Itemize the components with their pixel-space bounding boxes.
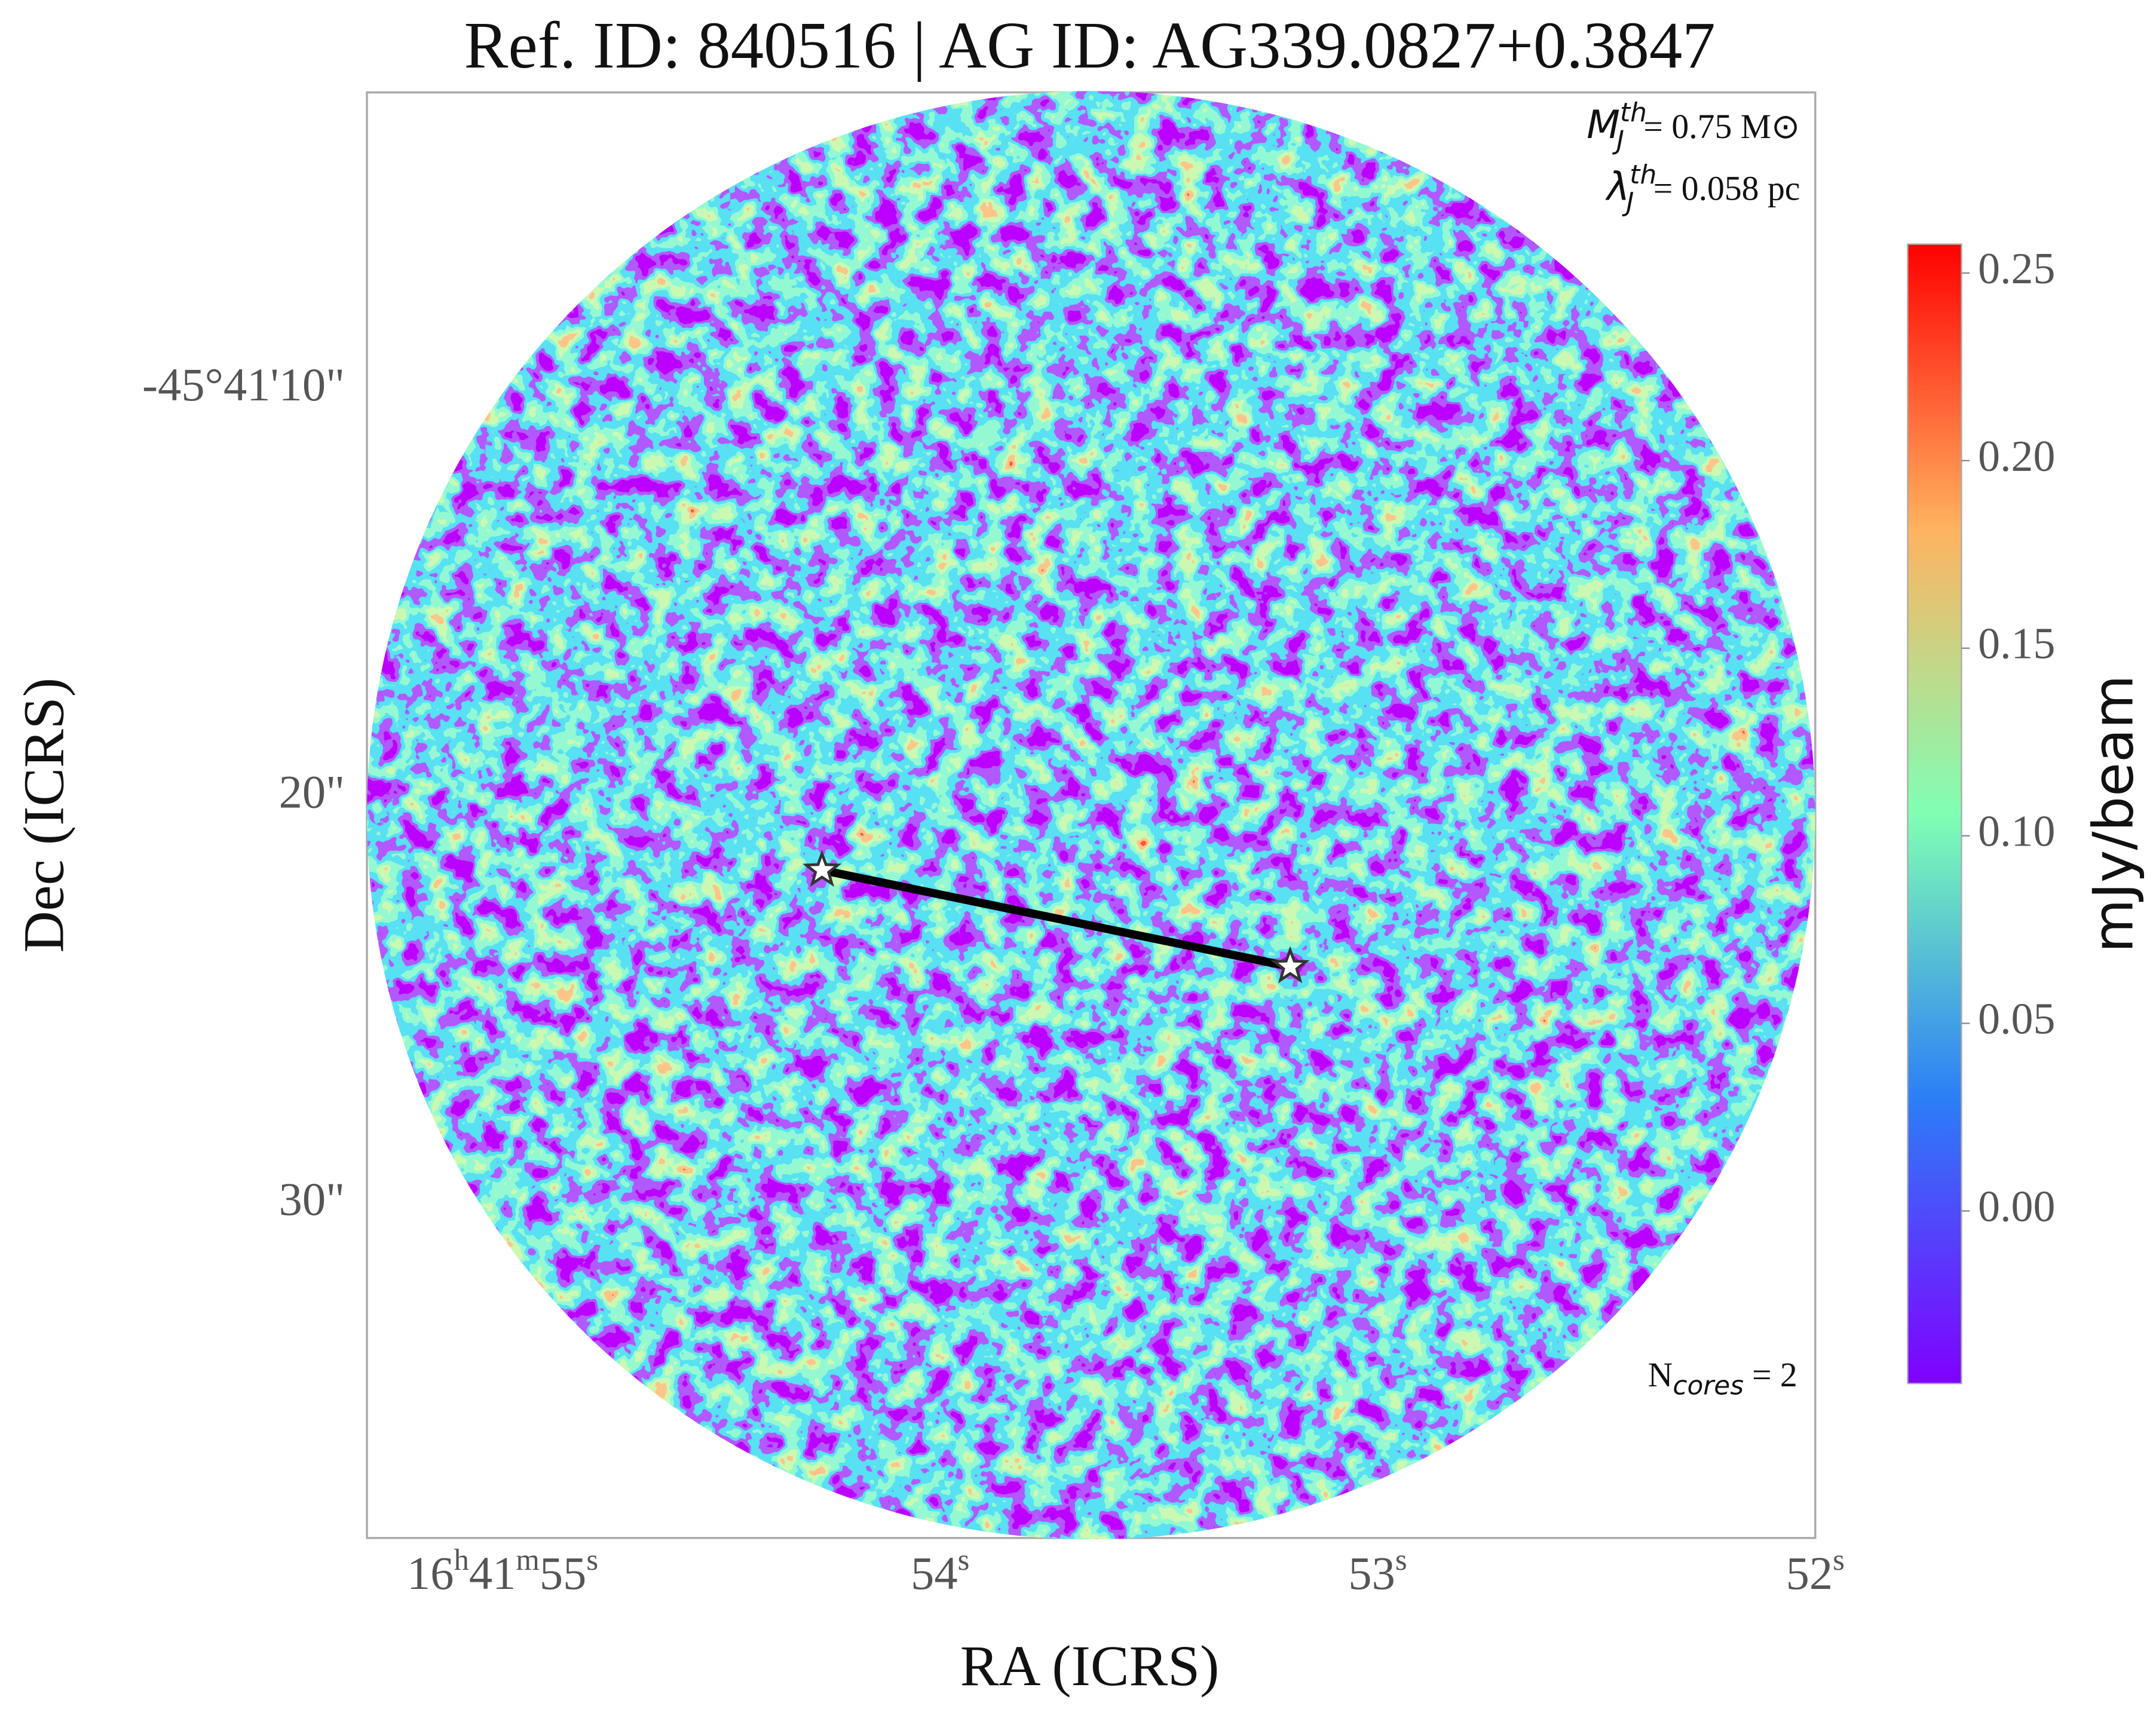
intensity-map xyxy=(367,91,1815,1540)
superscript: th xyxy=(1630,160,1656,190)
colorbar-tick-label: 0.20 xyxy=(1978,431,2055,480)
x-tick-label: 52s xyxy=(1786,1543,1845,1599)
y-tick-label: -45°41'10" xyxy=(142,359,345,411)
y-tick-label: 30" xyxy=(279,1173,345,1225)
core-link xyxy=(821,866,1291,971)
tick-unit: s xyxy=(1833,1543,1845,1576)
tick-number: 16 xyxy=(407,1547,454,1599)
tick-unit: s xyxy=(1395,1543,1407,1576)
x-tick-label: 16h41m55s xyxy=(407,1543,598,1599)
symbol: N xyxy=(1648,1356,1673,1394)
x-axis-label: RA (ICRS) xyxy=(960,1634,1220,1698)
tick-unit: h xyxy=(454,1543,468,1576)
value: = 0.058 pc xyxy=(1653,170,1800,208)
x-tick-label: 54s xyxy=(911,1543,969,1599)
core-count: Ncores = 2 xyxy=(1648,1356,1797,1401)
colorbar-tick-label: 0.25 xyxy=(1978,244,2055,293)
x-tick-label: 53s xyxy=(1348,1543,1407,1599)
colorbar-tick-label: 0.05 xyxy=(1978,994,2055,1043)
tick-unit: m xyxy=(516,1543,540,1576)
jeans-length: λth J = 0.058 pc xyxy=(1605,160,1800,218)
marks xyxy=(802,849,1310,984)
value: = 0.75 M⊙ xyxy=(1643,108,1800,146)
core-marker xyxy=(802,849,842,887)
tick-unit: s xyxy=(958,1543,970,1576)
tick-number: 55 xyxy=(540,1547,586,1599)
subscript: cores xyxy=(1673,1371,1744,1401)
tick-number: 53 xyxy=(1348,1547,1395,1599)
jeans-mass: Mth J = 0.75 M⊙ xyxy=(1587,97,1800,155)
tick-number: 41 xyxy=(469,1547,516,1599)
symbol: M xyxy=(1587,103,1620,148)
superscript: th xyxy=(1620,97,1647,128)
colorbar-label: mJy/beam xyxy=(2081,675,2146,953)
tick-unit: s xyxy=(586,1543,598,1576)
colorbar-tick-label: 0.15 xyxy=(1978,619,2055,668)
value: = 2 xyxy=(1752,1356,1797,1394)
y-tick-label: 20" xyxy=(279,766,345,818)
colorbar-tick-label: 0.00 xyxy=(1978,1181,2055,1230)
tick-number: 54 xyxy=(911,1547,957,1599)
y-axis-label: Dec (ICRS) xyxy=(11,678,75,953)
colorbar-tick-label: 0.10 xyxy=(1978,807,2055,856)
core-marker xyxy=(1270,946,1310,984)
tick-number: 52 xyxy=(1786,1547,1833,1599)
colorbar xyxy=(1907,243,1962,1385)
symbol: λ xyxy=(1605,165,1630,210)
chart-title: Ref. ID: 840516 | AG ID: AG339.0827+0.38… xyxy=(464,8,1716,82)
